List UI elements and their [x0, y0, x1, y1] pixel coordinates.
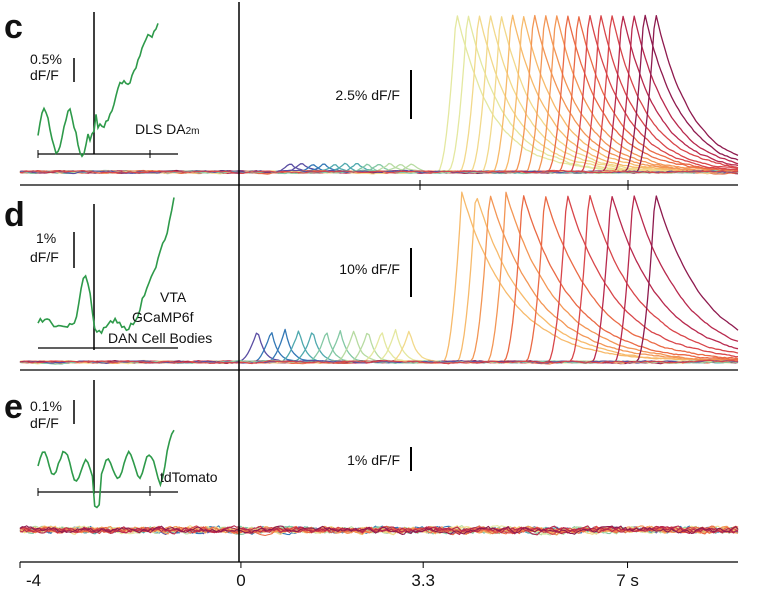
- trace-20: [19, 525, 739, 535]
- panel-d-traces: [19, 191, 739, 365]
- panel-c-inset: 0.5% dF/F DLS DA2m: [30, 12, 199, 158]
- panel-c-inset-label: DLS DA2m: [135, 121, 199, 137]
- x-tick-label-1: -4: [26, 571, 41, 590]
- panel-d-inset-label-2: GCaMP6f: [132, 309, 194, 325]
- panel-d-label: d: [4, 196, 25, 234]
- panel-e-scale-label: 1% dF/F: [347, 452, 400, 468]
- panel-d-inset-trace: [37, 197, 175, 335]
- panel-c-inset-scale-label-1: 0.5%: [30, 51, 62, 67]
- panel-c-scale-label: 2.5% dF/F: [335, 87, 400, 103]
- panel-e-traces: [19, 525, 739, 537]
- panel-c-inset-scale-label-2: dF/F: [30, 67, 59, 83]
- panel-d-inset-label-3: DAN Cell Bodies: [108, 330, 212, 346]
- panel-e: e 1% dF/F 0.1% dF/F tdTomato: [4, 380, 739, 537]
- panel-c-inset-label-sub: 2m: [186, 126, 200, 137]
- panel-c: c 2.5% dF/F 0.5% dF/F DLS DA2m: [4, 8, 739, 190]
- trace-18: [19, 525, 739, 536]
- panel-e-label: e: [4, 388, 23, 426]
- panel-c-label: c: [4, 8, 23, 46]
- baseline-trace-6: [20, 169, 739, 175]
- panel-d-inset-label-1: VTA: [160, 289, 187, 305]
- panel-d-inset: 1% dF/F VTA GCaMP6f DAN Cell Bodies: [30, 197, 212, 350]
- panel-d-inset-scale-label-1: 1%: [36, 230, 56, 246]
- x-axis-ticks: -4 0 3.3 7 s: [19, 562, 639, 590]
- panel-c-inset-label-main: DLS DA: [135, 121, 186, 137]
- panel-e-inset-trace: [37, 429, 175, 509]
- panel-d-scale-label: 10% dF/F: [339, 261, 400, 277]
- panel-e-inset: 0.1% dF/F tdTomato: [30, 380, 218, 509]
- panel-e-inset-label: tdTomato: [160, 469, 218, 485]
- panel-d: d 10% dF/F 1% dF/F VTA GCaMP6f DAN Cell …: [4, 191, 739, 371]
- baseline-trace-5: [19, 169, 739, 175]
- panel-d-inset-scale-label-2: dF/F: [30, 249, 59, 265]
- baseline-trace-6: [20, 359, 739, 365]
- x-tick-label-2: 0: [236, 571, 245, 590]
- x-tick-label-3: 3.3: [411, 571, 435, 590]
- panel-c-inset-trace: [37, 23, 159, 158]
- panel-e-inset-scale-label-1: 0.1%: [30, 398, 62, 414]
- panel-c-traces: [19, 14, 739, 175]
- x-tick-label-4: 7 s: [616, 571, 639, 590]
- panel-e-inset-scale-label-2: dF/F: [30, 415, 59, 431]
